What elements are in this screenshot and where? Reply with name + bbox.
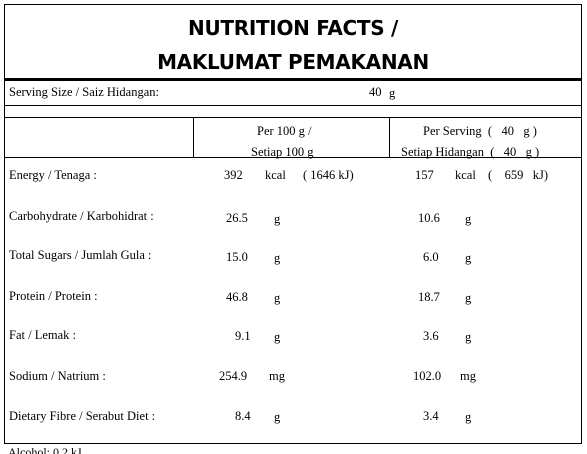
protein-per-serving-unit: g bbox=[465, 291, 472, 305]
dietary-fibre-per-serving-value: 3.4 bbox=[423, 409, 439, 423]
total-sugars-per-100g-unit: g bbox=[274, 251, 281, 265]
fat-per-serving-value: 3.6 bbox=[423, 329, 439, 343]
nutrient-label-sodium: Sodium / Natrium : bbox=[9, 369, 106, 383]
nutrient-label-carbohydrate: Carbohydrate / Karbohidrat : bbox=[9, 209, 154, 223]
energy-per-serving-kj: ( 659 kJ) bbox=[488, 168, 549, 182]
per-100g-header-line-1: Per 100 g / bbox=[257, 124, 312, 138]
energy-per-100g-value: 392 bbox=[224, 168, 243, 182]
carbohydrate-per-serving-value: 10.6 bbox=[418, 211, 440, 225]
nutrition-facts-panel: NUTRITION FACTS / MAKLUMAT PEMAKANAN Ser… bbox=[4, 4, 582, 444]
carbohydrate-per-serving-unit: g bbox=[465, 212, 472, 226]
header-top-divider bbox=[5, 117, 581, 118]
cut-off-footer-text: Alcohol: 0.2 kJ bbox=[8, 446, 82, 454]
sodium-per-serving-unit: mg bbox=[460, 369, 476, 383]
title-line-1: NUTRITION FACTS / bbox=[188, 16, 398, 40]
per-serving-header-line-2: Setiap Hidangan ( 40 g ) bbox=[401, 145, 540, 159]
protein-per-serving-value: 18.7 bbox=[418, 290, 440, 304]
dietary-fibre-per-100g-value: 8.4 bbox=[235, 409, 251, 423]
energy-per-100g-unit: kcal bbox=[265, 168, 286, 182]
nutrient-label-total-sugars: Total Sugars / Jumlah Gula : bbox=[9, 248, 152, 262]
serving-divider bbox=[5, 105, 581, 106]
sodium-per-100g-unit: mg bbox=[269, 369, 285, 383]
energy-per-serving-unit: kcal bbox=[455, 168, 476, 182]
serving-size-unit: g bbox=[389, 86, 396, 100]
nutrient-label-fat: Fat / Lemak : bbox=[9, 328, 76, 342]
header-bottom-divider bbox=[5, 157, 581, 158]
nutrient-label-energy: Energy / Tenaga : bbox=[9, 168, 97, 182]
fat-per-serving-unit: g bbox=[465, 330, 472, 344]
header-column-divider-2 bbox=[389, 117, 390, 158]
title-line-2: MAKLUMAT PEMAKANAN bbox=[157, 50, 429, 74]
dietary-fibre-per-100g-unit: g bbox=[274, 410, 281, 424]
per-serving-header-line-1: Per Serving ( 40 g ) bbox=[423, 124, 537, 138]
energy-per-serving-value: 157 bbox=[415, 168, 434, 182]
nutrient-label-protein: Protein / Protein : bbox=[9, 289, 98, 303]
serving-size-label: Serving Size / Saiz Hidangan: bbox=[9, 85, 159, 99]
dietary-fibre-per-serving-unit: g bbox=[465, 410, 472, 424]
fat-per-100g-value: 9.1 bbox=[235, 329, 251, 343]
protein-per-100g-unit: g bbox=[274, 291, 281, 305]
header-column-divider-1 bbox=[193, 117, 194, 158]
title-divider bbox=[5, 78, 581, 81]
carbohydrate-per-100g-value: 26.5 bbox=[226, 211, 248, 225]
carbohydrate-per-100g-unit: g bbox=[274, 212, 281, 226]
total-sugars-per-serving-unit: g bbox=[465, 251, 472, 265]
per-100g-header-line-2: Setiap 100 g bbox=[251, 145, 314, 159]
protein-per-100g-value: 46.8 bbox=[226, 290, 248, 304]
serving-size-value: 40 bbox=[369, 85, 382, 99]
total-sugars-per-100g-value: 15.0 bbox=[226, 250, 248, 264]
sodium-per-100g-value: 254.9 bbox=[219, 369, 248, 383]
sodium-per-serving-value: 102.0 bbox=[413, 369, 442, 383]
energy-per-100g-kj: ( 1646 kJ) bbox=[303, 168, 354, 182]
nutrient-label-dietary-fibre: Dietary Fibre / Serabut Diet : bbox=[9, 409, 156, 423]
total-sugars-per-serving-value: 6.0 bbox=[423, 250, 439, 264]
fat-per-100g-unit: g bbox=[274, 330, 281, 344]
